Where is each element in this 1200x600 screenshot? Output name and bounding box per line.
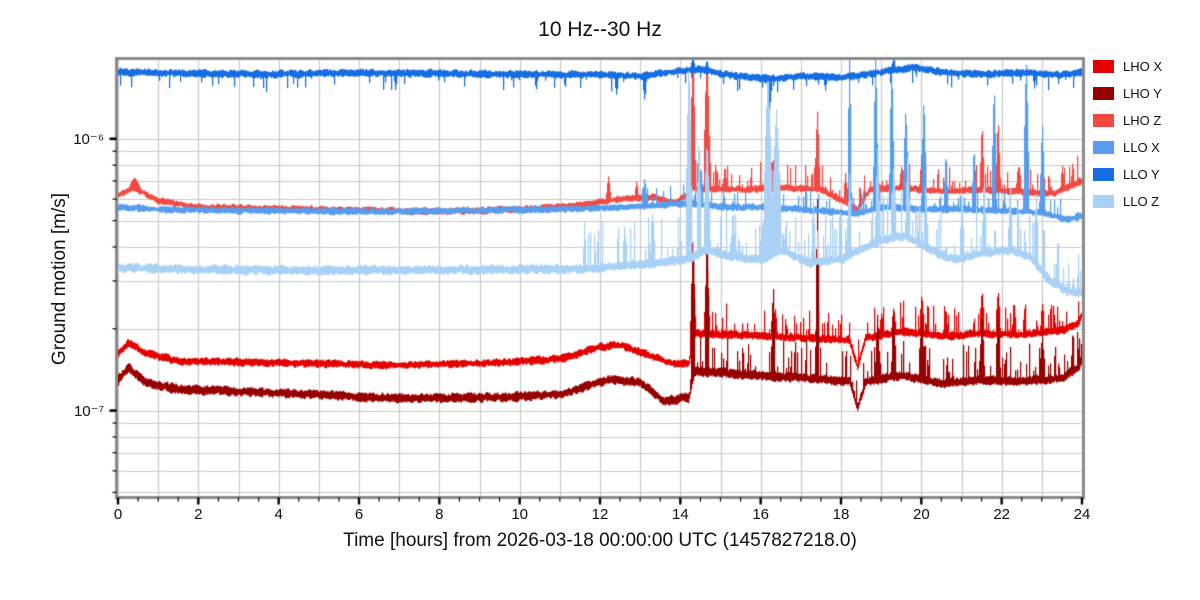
legend: LHO X LHO Y LHO Z LLO X LLO Y LLO Z — [1093, 53, 1162, 215]
legend-swatch — [1093, 168, 1114, 181]
y-axis-label: Ground motion [m/s] — [49, 192, 70, 366]
legend-label: LHO Z — [1123, 113, 1162, 128]
legend-label: LLO X — [1123, 140, 1160, 155]
legend-item: LHO Y — [1093, 80, 1162, 107]
legend-item: LLO Z — [1093, 188, 1162, 215]
x-tick-label: 0 — [113, 506, 123, 523]
legend-item: LLO X — [1093, 134, 1162, 161]
x-tick-label: 4 — [274, 506, 283, 523]
x-tick-label: 20 — [912, 506, 930, 523]
x-tick-label: 6 — [354, 506, 364, 523]
x-tick-label: 16 — [752, 506, 769, 523]
x-tick-label: 22 — [993, 506, 1010, 523]
y-tick-label: 10⁻⁶ — [73, 130, 104, 148]
legend-label: LHO Y — [1123, 86, 1162, 101]
x-tick-label: 12 — [591, 506, 609, 523]
legend-swatch — [1093, 195, 1114, 208]
legend-item: LHO X — [1093, 53, 1162, 80]
legend-swatch — [1093, 60, 1114, 73]
x-axis-label: Time [hours] from 2026-03-18 00:00:00 UT… — [343, 530, 857, 551]
legend-label: LLO Z — [1123, 194, 1160, 209]
legend-label: LHO X — [1123, 59, 1163, 74]
legend-item: LHO Z — [1093, 107, 1162, 134]
legend-swatch — [1093, 114, 1114, 127]
x-tick-label: 2 — [194, 506, 203, 523]
x-tick-label: 14 — [671, 506, 689, 523]
legend-swatch — [1093, 141, 1114, 154]
x-tick-label: 8 — [435, 506, 444, 523]
x-tick-label: 18 — [832, 506, 850, 523]
legend-swatch — [1093, 87, 1114, 100]
y-tick-label: 10⁻⁷ — [73, 402, 104, 420]
legend-item: LLO Y — [1093, 161, 1162, 188]
x-tick-label: 24 — [1073, 506, 1091, 523]
x-tick-label: 10 — [511, 506, 528, 523]
chart-title: 10 Hz--30 Hz — [538, 18, 662, 41]
legend-label: LLO Y — [1123, 167, 1160, 182]
